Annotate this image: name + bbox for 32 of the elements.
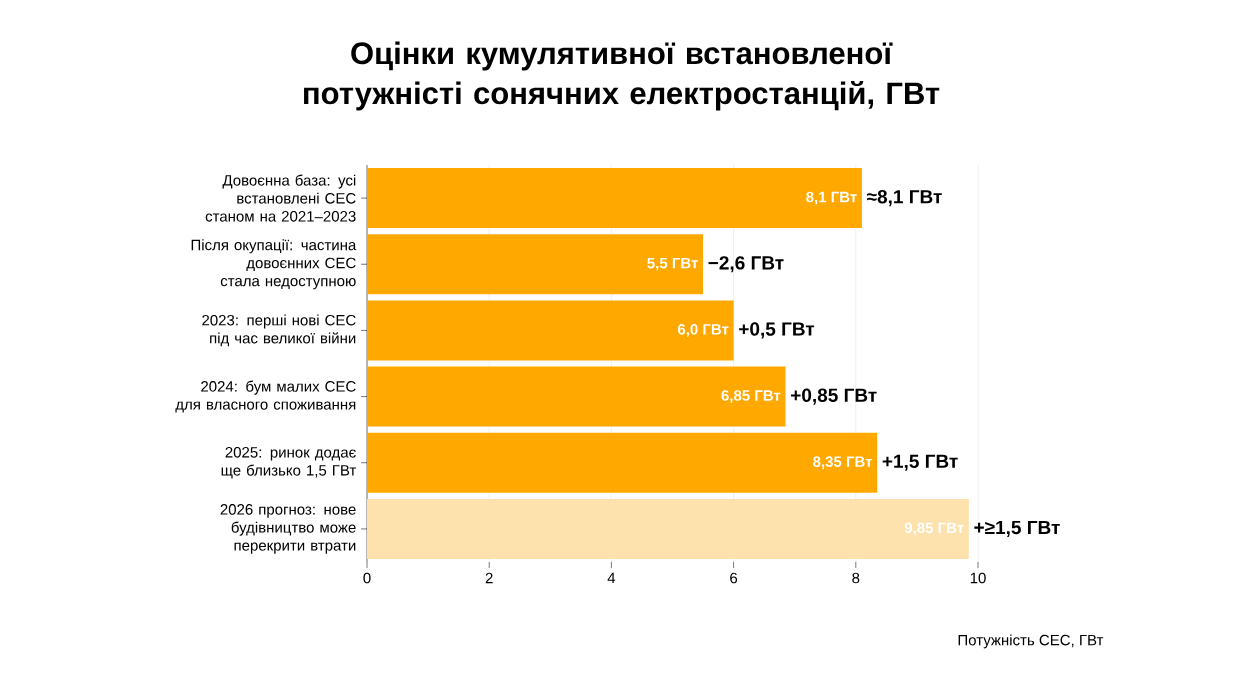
data-label: 6,0 ГВт [677, 324, 729, 337]
annotation: −2,6 ГВт [708, 256, 784, 273]
bar [367, 300, 734, 361]
annotation: +0,85 ГВт [791, 388, 877, 405]
y-tick-label: 2024: бум малих СЕС для власного споживання [175, 380, 356, 413]
annotation: +≥1,5 ГВт [974, 520, 1060, 537]
data-label: 8,1 ГВт [806, 191, 857, 205]
chart-title: Оцінки кумулятивної встановленої потужністі сонячних електростанцій, ГВт [304, 41, 940, 111]
data-label: 8,35 ГВт [813, 456, 873, 470]
y-tick-label: 2023: перші нові СЕС під час великої війни [202, 314, 356, 347]
x-tick-label: 2 [485, 572, 493, 584]
y-tick-label: Після окупації: частина довоєнних СЕС стала недоступною [191, 239, 357, 290]
data-label: 9,85 ГВт [904, 522, 964, 536]
bar [367, 168, 862, 229]
annotation: +1,5 ГВт [882, 454, 958, 471]
x-tick-label: 6 [730, 572, 738, 584]
y-tick-label: Довоєнна база: усі встановлені СЕС станом на 2021–2023 [205, 174, 356, 222]
y-tick-label: 2026 прогноз: нове будівництво може перекрити втрати [220, 504, 356, 554]
bar [367, 432, 878, 493]
x-tick-label: 0 [363, 572, 371, 584]
bar [367, 234, 704, 295]
y-tick-label: 2025: ринок додає ще близько 1,5 ГВт [221, 447, 357, 479]
x-axis-title: Потужність СЕС, ГВт [958, 634, 1104, 649]
annotation: ≈8,1 ГВт [867, 189, 942, 207]
x-tick-label: 10 [970, 572, 986, 584]
bar [367, 366, 786, 427]
annotation: +0,5 ГВт [739, 322, 815, 339]
x-tick-label: 4 [607, 572, 616, 584]
bar [367, 498, 969, 559]
data-label: 5,5 ГВт [647, 257, 698, 271]
x-tick-label: 8 [852, 572, 860, 584]
data-label: 6,85 ГВт [721, 390, 781, 403]
